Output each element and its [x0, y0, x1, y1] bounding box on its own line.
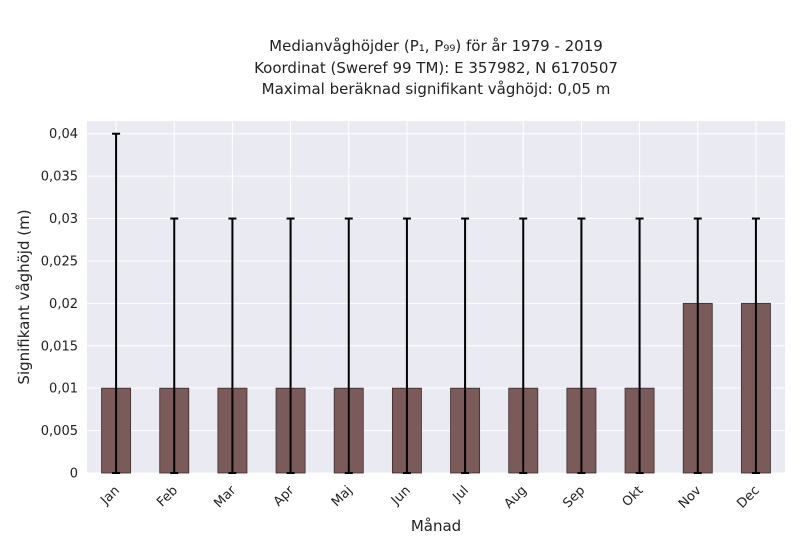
- x-axis-label: Månad: [411, 517, 461, 535]
- x-tick-label: Feb: [154, 483, 181, 510]
- y-tick-label: 0,035: [41, 170, 78, 185]
- error-bar: [519, 217, 528, 474]
- x-tick-label: Jul: [450, 483, 472, 505]
- error-bar: [402, 217, 411, 474]
- error-bar: [751, 217, 760, 474]
- y-tick-label: 0,03: [49, 212, 78, 227]
- x-tick-label: Mar: [211, 483, 239, 511]
- error-bar: [635, 217, 644, 474]
- x-tick-label: Jan: [97, 483, 122, 508]
- x-tick-label: Sep: [560, 483, 588, 511]
- chart-title: Medianvåghöjder (P₁, P₉₉) för år 1979 - …: [254, 37, 618, 98]
- y-tick-label: 0,02: [49, 297, 78, 312]
- x-tick-label: Maj: [329, 483, 356, 510]
- title-line-3: Maximal beräknad signifikant våghöjd: 0,…: [262, 80, 611, 98]
- x-axis-ticks: Jan Feb Mar Apr Maj Jun Jul Aug Sep Okt Nov Dec: [97, 483, 762, 512]
- title-line-1: Medianvåghöjder (P₁, P₉₉) för år 1979 - …: [269, 37, 603, 55]
- error-bars: [112, 132, 760, 474]
- y-tick-label: 0,025: [41, 254, 78, 269]
- error-bar: [286, 217, 295, 474]
- title-line-2: Koordinat (Sweref 99 TM): E 357982, N 61…: [254, 59, 618, 77]
- error-bar: [577, 217, 586, 474]
- y-tick-label: 0,005: [41, 424, 78, 439]
- y-tick-label: 0,015: [41, 339, 78, 354]
- x-tick-label: Dec: [734, 483, 762, 511]
- y-tick-label: 0,01: [49, 382, 78, 397]
- error-bar: [344, 217, 353, 474]
- plot-area: [87, 121, 785, 473]
- x-tick-label: Jun: [388, 483, 414, 509]
- y-axis-ticks: 0 0,005 0,01 0,015 0,02 0,025 0,03 0,035 0,04: [41, 127, 78, 481]
- x-tick-label: Okt: [620, 483, 647, 510]
- x-tick-label: Apr: [271, 483, 298, 510]
- y-axis-label: Signifikant våghöjd (m): [15, 209, 33, 384]
- x-tick-label: Nov: [676, 483, 705, 512]
- y-tick-label: 0,04: [49, 127, 78, 142]
- error-bar: [228, 217, 237, 474]
- y-tick-label: 0: [70, 467, 78, 482]
- error-bar: [461, 217, 470, 474]
- x-tick-label: Aug: [502, 483, 531, 512]
- error-bar: [170, 217, 179, 474]
- error-bar: [693, 217, 702, 474]
- error-bar: [112, 132, 121, 474]
